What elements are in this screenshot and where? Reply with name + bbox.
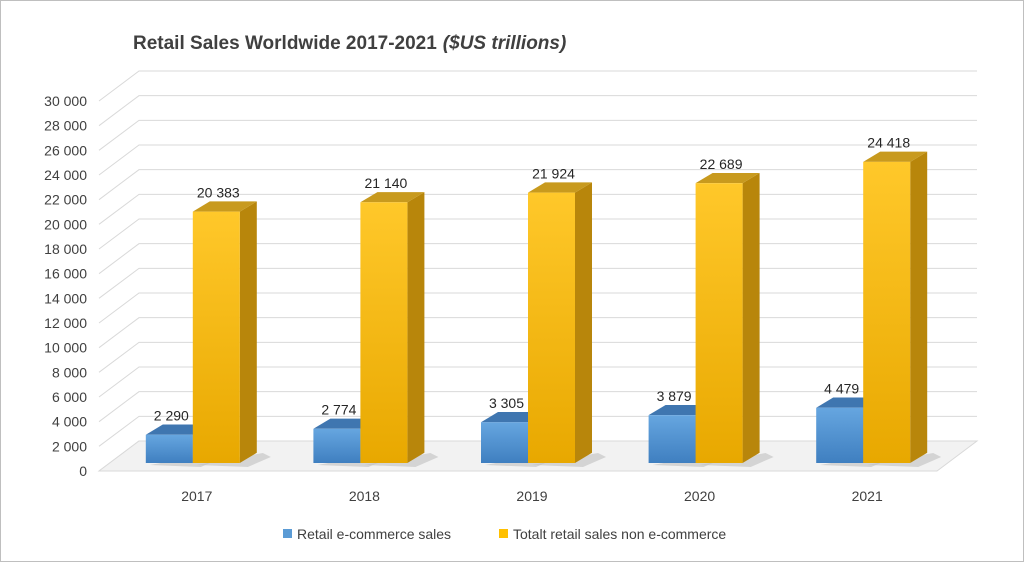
gridline	[98, 119, 977, 151]
bars-layer	[145, 151, 942, 467]
data-label: 22 689	[700, 156, 743, 172]
bar	[816, 407, 864, 463]
labels-layer: 0 2 000 4 000 6 000 8 000 10 000 12 000 14 000 1…	[44, 93, 910, 504]
bar-top	[695, 172, 760, 184]
legend: Retail e-commerce sales Totalt retail sal…	[283, 526, 726, 542]
y-tick-label: 4 000	[52, 414, 87, 430]
x-tick-label: 2019	[516, 488, 547, 504]
data-label: 4 479	[824, 381, 859, 397]
y-tick-label: 24 000	[44, 167, 87, 183]
data-label: 3 879	[657, 388, 692, 404]
data-label: 24 418	[867, 135, 910, 151]
bar	[313, 428, 361, 463]
bar-side	[407, 192, 425, 463]
bar-top	[360, 192, 425, 203]
gridline	[98, 70, 977, 102]
y-tick-label: 10 000	[44, 340, 87, 356]
bar-side	[239, 201, 257, 463]
y-tick-label: 18 000	[44, 241, 87, 257]
bar	[695, 183, 743, 463]
y-tick-label: 8 000	[52, 364, 87, 380]
x-tick-label: 2018	[349, 488, 380, 504]
y-tick-label: 14 000	[44, 290, 87, 306]
chart-title-main: Retail Sales Worldwide 2017-2021	[133, 33, 437, 54]
data-label: 20 383	[197, 184, 240, 200]
y-tick-label: 26 000	[44, 142, 87, 158]
y-tick-label: 2 000	[52, 438, 87, 454]
y-tick-label: 28 000	[44, 118, 87, 134]
bar	[481, 422, 528, 463]
bar	[863, 161, 911, 463]
legend-label: Retail e-commerce sales	[297, 526, 451, 542]
bar	[145, 434, 193, 463]
bar	[648, 415, 696, 463]
data-label: 21 924	[532, 165, 575, 181]
y-tick-label: 30 000	[44, 93, 87, 109]
x-tick-label: 2017	[181, 488, 212, 504]
y-tick-label: 22 000	[44, 192, 87, 208]
gridline	[98, 144, 977, 176]
bar-top	[863, 151, 928, 162]
data-label: 3 305	[489, 395, 524, 411]
y-tick-label: 20 000	[44, 216, 87, 232]
x-tick-label: 2020	[684, 488, 715, 504]
bar	[192, 211, 240, 463]
bar	[528, 192, 575, 463]
legend-label: Totalt retail sales non e-commerce	[513, 526, 726, 542]
chart-title-unit: ($US trillions)	[443, 33, 567, 54]
legend-swatch	[499, 529, 508, 538]
y-tick-label: 12 000	[44, 315, 87, 331]
bar-side	[575, 182, 592, 464]
bar-top	[528, 182, 592, 193]
gridline	[98, 169, 977, 201]
legend-swatch	[283, 529, 292, 538]
gridline	[98, 95, 977, 127]
bar-side	[910, 151, 928, 464]
y-tick-label: 0	[79, 463, 87, 479]
bar-side	[742, 172, 760, 463]
bar-top	[192, 201, 257, 212]
data-label: 2 774	[321, 402, 356, 418]
y-tick-label: 16 000	[44, 266, 87, 282]
data-label: 21 140	[364, 175, 407, 191]
x-tick-label: 2021	[852, 488, 883, 504]
grid-layer	[98, 70, 977, 472]
bar	[360, 202, 408, 464]
data-label: 2 290	[154, 408, 189, 424]
y-tick-label: 6 000	[52, 389, 87, 405]
chart-title: Retail Sales Worldwide 2017-2021 ($US tri…	[133, 33, 566, 54]
